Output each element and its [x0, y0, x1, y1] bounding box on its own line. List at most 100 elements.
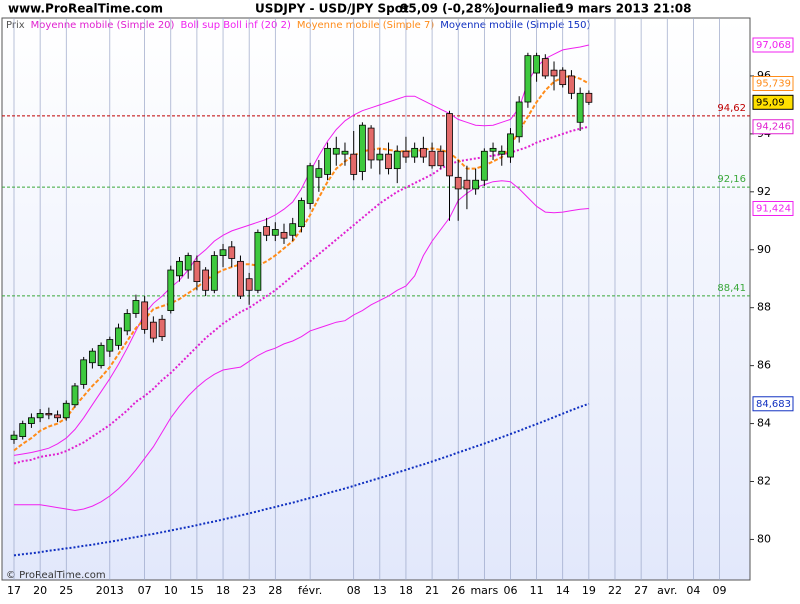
legend-entry: Prix: [6, 20, 25, 31]
candle-body: [167, 269, 175, 311]
candle-body: [184, 255, 192, 271]
candle-body: [306, 165, 314, 204]
line: [13, 44, 590, 456]
candle-body: [123, 313, 131, 332]
candle-body: [376, 153, 384, 161]
line: [13, 125, 590, 465]
candle-body: [228, 246, 236, 259]
candle-body: [237, 260, 244, 297]
legend: Prix Moyenne mobile (Simple 20) Boll sup B…: [6, 20, 590, 31]
candle-body: [141, 301, 149, 330]
legend-entry: Moyenne mobile (Simple 7): [297, 20, 435, 31]
candle-body: [541, 58, 549, 77]
x-tick-label: 21: [425, 584, 439, 597]
site: www.ProRealTime.com: [8, 2, 163, 16]
candle-body: [298, 200, 305, 227]
x-tick-label: 18: [216, 584, 230, 597]
candle-body: [149, 321, 157, 339]
x-tick-label: avr.: [657, 584, 677, 597]
candle-body: [10, 434, 18, 440]
candle-body: [367, 127, 375, 161]
candle-body: [219, 249, 227, 256]
candle-body: [202, 269, 210, 291]
candle-body: [289, 223, 297, 236]
x-tick-label: 10: [164, 584, 178, 597]
candle-body: [193, 260, 201, 283]
candle-body: [350, 153, 358, 175]
candle-body: [19, 423, 27, 438]
level-label: 88,41: [717, 283, 746, 294]
quote: 95,09 (-0,28%): [400, 2, 500, 16]
x-tick-label: 06: [503, 584, 517, 597]
candle-body: [533, 55, 540, 74]
value-box: [752, 37, 794, 53]
x-tick-label: 18: [399, 584, 413, 597]
x-tick-label: 09: [713, 584, 727, 597]
candle-body: [411, 147, 419, 158]
y-tick-label: 90: [757, 243, 771, 256]
legend-entry: Moyenne mobile (Simple 150): [440, 20, 590, 31]
candle-body: [97, 344, 105, 367]
level-label: 92,16: [717, 174, 746, 185]
candle-body: [507, 133, 514, 158]
candle-body: [254, 231, 262, 291]
candle-body: [210, 255, 218, 291]
level-label: 94,62: [717, 103, 746, 114]
candle-body: [36, 413, 44, 419]
legend-entry: Moyenne mobile (Simple 20): [31, 20, 175, 31]
x-tick-label: 20: [33, 584, 47, 597]
y-tick-label: 86: [757, 359, 771, 372]
candle-body: [524, 55, 532, 103]
value-box-label: 95,739: [756, 78, 791, 89]
x-tick-label: mars: [470, 584, 498, 597]
candle-body: [245, 278, 253, 291]
candle-body: [559, 69, 567, 86]
x-tick-label: 25: [59, 584, 73, 597]
candle-body: [463, 179, 471, 190]
line: [13, 402, 590, 557]
y-tick-label: 80: [757, 532, 771, 545]
candle-body: [106, 339, 114, 352]
value-box-label: 84,683: [756, 399, 791, 410]
x-tick-label: 15: [190, 584, 204, 597]
candle-body: [498, 150, 506, 155]
instrument: USDJPY - USD/JPY Spot: [255, 2, 409, 16]
candle-body: [71, 385, 79, 406]
candle-body: [358, 124, 366, 172]
timestamp: 19 mars 2013 21:08: [557, 2, 692, 16]
candle-body: [45, 413, 53, 416]
candle-body: [115, 327, 122, 346]
x-tick-label: 13: [373, 584, 387, 597]
y-tick-label: 92: [757, 185, 771, 198]
candle-body: [80, 359, 88, 385]
candle-body: [176, 260, 183, 277]
x-tick-label: 11: [530, 584, 544, 597]
candle-body: [454, 176, 462, 190]
candle-body: [324, 147, 331, 175]
x-tick-label: 27: [634, 584, 648, 597]
x-tick-label: 23: [242, 584, 256, 597]
x-tick-label: 14: [556, 584, 570, 597]
y-tick-label: 88: [757, 301, 771, 314]
x-tick-label: 07: [138, 584, 152, 597]
x-tick-label: 26: [451, 584, 465, 597]
value-box: [752, 201, 794, 217]
x-tick-label: 17: [7, 584, 21, 597]
value-box-label: 94,246: [756, 122, 791, 133]
candle-body: [332, 147, 340, 155]
candle-body: [280, 231, 288, 239]
value-box-label: 97,068: [756, 40, 791, 51]
candle-body: [315, 168, 323, 178]
candle-body: [437, 150, 445, 167]
legend-entry: Boll sup Boll inf (20 2): [180, 20, 290, 31]
footer: © ProRealTime.com: [6, 570, 106, 581]
candle-body: [132, 300, 140, 314]
candle-body: [489, 147, 497, 152]
candle-body: [263, 226, 270, 236]
x-tick-label: 22: [608, 584, 622, 597]
candle-body: [428, 150, 436, 167]
candle-body: [385, 153, 392, 170]
plot-area: [1, 17, 751, 581]
value-box-label: 95,09: [756, 97, 785, 108]
